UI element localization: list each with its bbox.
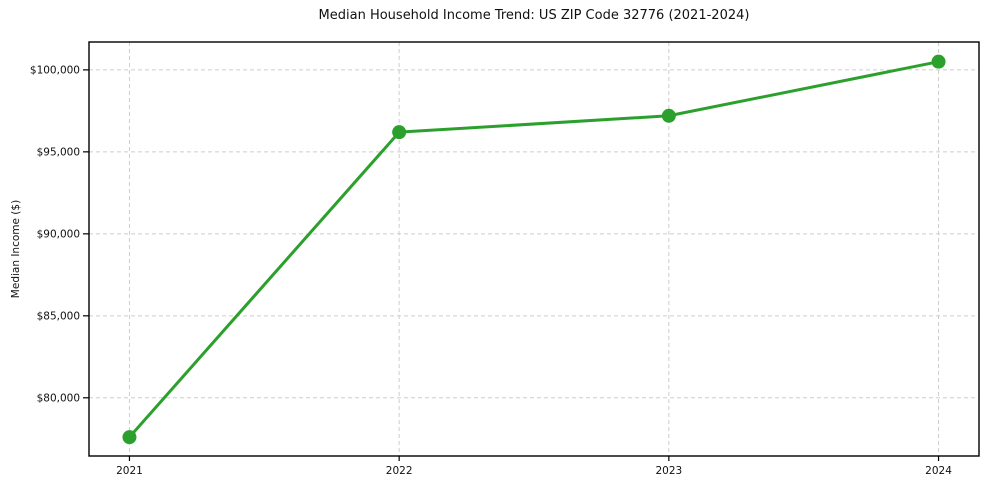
y-tick-label: $95,000 <box>37 146 80 158</box>
y-tick-label: $100,000 <box>30 64 80 76</box>
x-tick-label: 2021 <box>116 465 143 477</box>
data-point <box>931 54 946 69</box>
y-tick-label: $80,000 <box>37 392 80 404</box>
y-tick-label: $90,000 <box>37 228 80 240</box>
plot-border <box>88 41 980 457</box>
data-point <box>661 108 676 123</box>
x-tick-label: 2024 <box>925 465 952 477</box>
x-tick-label: 2023 <box>655 465 682 477</box>
y-tick-label: $85,000 <box>37 310 80 322</box>
y-axis-label: Median Income ($) <box>10 199 22 299</box>
x-tick-label: 2022 <box>386 465 413 477</box>
trend-line <box>127 60 941 439</box>
data-point <box>392 125 407 140</box>
data-point <box>122 430 137 445</box>
chart-title: Median Household Income Trend: US ZIP Co… <box>318 8 750 23</box>
